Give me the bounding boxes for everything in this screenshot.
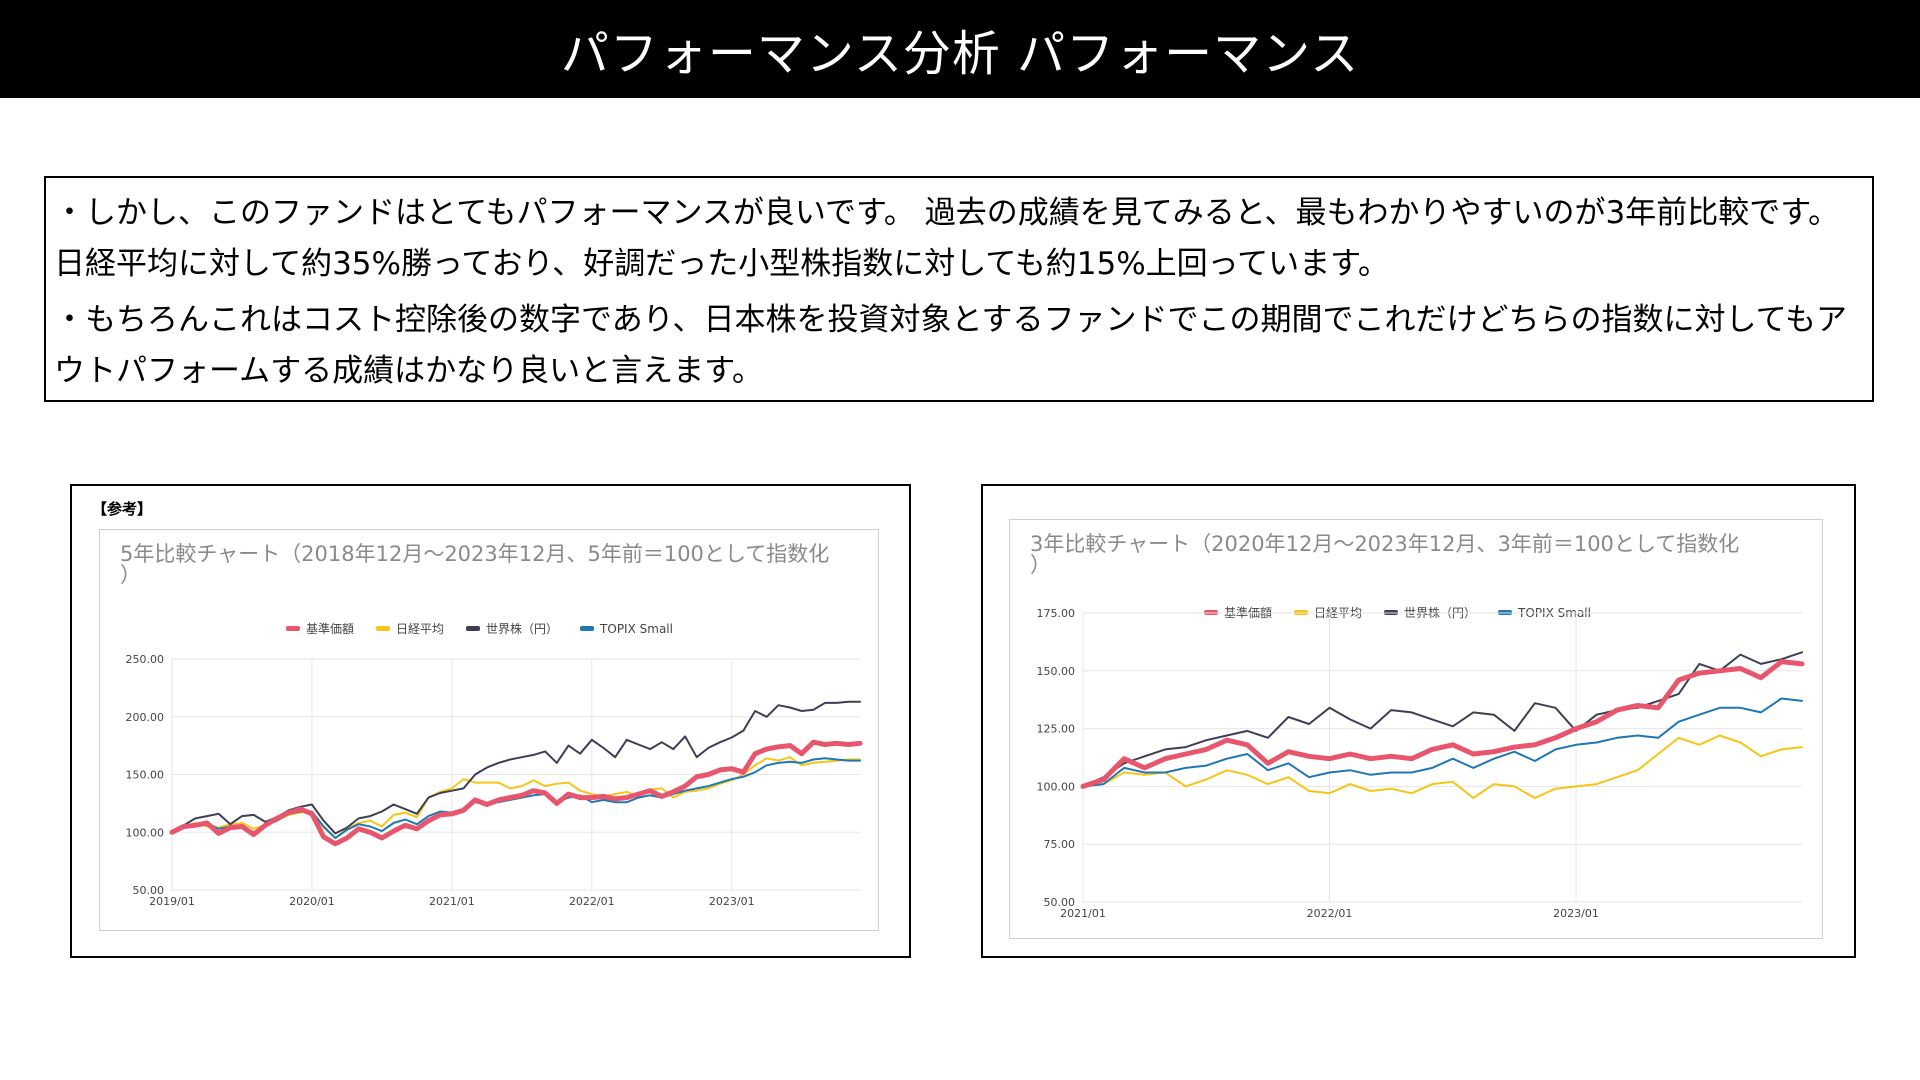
legend-swatch-topix bbox=[580, 626, 595, 631]
three-year-ytick-label: 50.00 bbox=[1044, 896, 1076, 909]
five-year-xtick-label: 2021/01 bbox=[429, 895, 475, 908]
five-year-xtick-label: 2022/01 bbox=[569, 895, 615, 908]
three-year-chart-title: 3年比較チャート（2020年12月～2023年12月、3年前＝100として指数化… bbox=[1030, 532, 1740, 577]
five-year-ytick-label: 50.00 bbox=[133, 884, 165, 897]
five-year-ytick-label: 250.00 bbox=[126, 653, 165, 666]
five-year-xtick-label: 2023/01 bbox=[709, 895, 755, 908]
three-year-xtick-label: 2022/01 bbox=[1307, 907, 1353, 920]
legend-label-fund: 基準価額 bbox=[306, 622, 355, 636]
reference-label: 【参考】 bbox=[92, 500, 153, 518]
three-year-xtick-label: 2021/01 bbox=[1060, 907, 1106, 920]
three-year-chart-panel: 3年比較チャート（2020年12月～2023年12月、3年前＝100として指数化… bbox=[981, 484, 1856, 958]
title-bar: パフォーマンス分析 パフォーマンス bbox=[0, 0, 1920, 98]
five-year-ytick-label: 200.00 bbox=[126, 711, 165, 724]
five-year-ytick-label: 150.00 bbox=[126, 769, 165, 782]
five-year-chart-panel: 【参考】 5年比較チャート（2018年12月～2023年12月、5年前＝100と… bbox=[70, 484, 911, 958]
legend-item-world: 世界株（円） bbox=[466, 620, 558, 637]
page-title: パフォーマンス分析 パフォーマンス bbox=[560, 26, 1360, 82]
three-year-xtick-label: 2023/01 bbox=[1553, 907, 1599, 920]
legend-swatch-fund bbox=[286, 626, 300, 631]
legend-swatch-world bbox=[466, 626, 481, 631]
three-year-series-fund bbox=[1080, 659, 1805, 789]
three-year-chart: 3年比較チャート（2020年12月～2023年12月、3年前＝100として指数化… bbox=[1009, 519, 1823, 939]
five-year-ytick-label: 100.00 bbox=[126, 826, 165, 839]
five-year-chart: 5年比較チャート（2018年12月～2023年12月、5年前＝100として指数化… bbox=[99, 529, 879, 931]
legend-label-nikkei: 日経平均 bbox=[396, 622, 445, 636]
three-year-ytick-label: 125.00 bbox=[1037, 723, 1076, 736]
three-year-series-topix bbox=[1082, 697, 1803, 788]
three-year-ytick-label: 100.00 bbox=[1037, 780, 1076, 793]
legend-label-topix: TOPIX Small bbox=[600, 621, 673, 636]
five-year-xtick-label: 2019/01 bbox=[149, 895, 195, 908]
legend-swatch-nikkei bbox=[376, 626, 391, 631]
commentary-paragraph-2: ・もちろんこれはコスト控除後の数字であり、日本株を投資対象とするファンドでこの期… bbox=[54, 302, 1848, 389]
commentary-box: ・しかし、このファンドはとてもパフォーマンスが良いです。 過去の成績を見てみると… bbox=[44, 176, 1874, 402]
three-year-series-nikkei bbox=[1082, 734, 1803, 799]
three-year-chart-plot: 175.00 150.00 125.00 100.00 75.00 50.002021/0… bbox=[1037, 607, 1805, 920]
legend-item-topix: TOPIX Small bbox=[580, 620, 673, 637]
five-year-xtick-label: 2020/01 bbox=[289, 895, 335, 908]
legend-item-nikkei: 日経平均 bbox=[376, 620, 444, 637]
five-year-series-fund bbox=[169, 739, 863, 847]
five-year-chart-title: 5年比較チャート（2018年12月～2023年12月、5年前＝100として指数化… bbox=[120, 542, 830, 587]
three-year-series-world bbox=[1082, 651, 1803, 788]
legend-label-world: 世界株（円） bbox=[486, 622, 559, 636]
legend-item-fund: 基準価額 bbox=[286, 620, 354, 637]
five-year-series-world bbox=[171, 700, 861, 835]
five-year-chart-legend: 基準価額 日経平均 世界株（円） TOPIX Small bbox=[286, 620, 673, 637]
three-year-ytick-label: 150.00 bbox=[1037, 665, 1076, 678]
three-year-ytick-label: 175.00 bbox=[1037, 607, 1076, 620]
three-year-ytick-label: 75.00 bbox=[1044, 838, 1076, 851]
commentary-paragraph-1: ・しかし、このファンドはとてもパフォーマンスが良いです。 過去の成績を見てみると… bbox=[54, 195, 1840, 282]
